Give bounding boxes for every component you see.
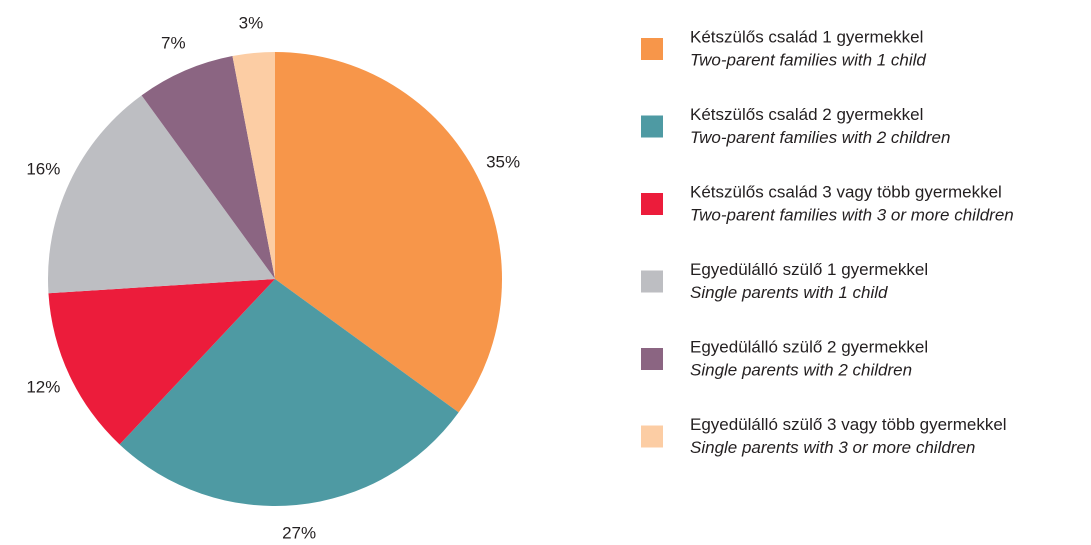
pie-slice — [275, 52, 502, 413]
slice-label: 12% — [26, 377, 60, 396]
legend-swatch — [641, 38, 663, 60]
legend-swatch — [641, 425, 663, 448]
slice-label: 3% — [239, 14, 264, 33]
legend-label-en: Single parents with 3 or more children — [690, 438, 975, 457]
legend-label: Kétszülős család 1 gyermekkel — [690, 27, 923, 46]
legend-label-en: Two-parent families with 2 children — [690, 128, 950, 147]
legend-label: Kétszülős család 3 vagy több gyermekkel — [690, 182, 1002, 201]
legend-label: Egyedülálló szülő 1 gyermekkel — [690, 260, 928, 279]
legend-swatch — [641, 270, 663, 293]
legend-label: Kétszülős család 2 gyermekkel — [690, 105, 923, 124]
pie-slice — [232, 52, 275, 279]
legend-label-en: Two-parent families with 1 child — [690, 50, 926, 69]
legend-label-en: Single parents with 2 children — [690, 360, 912, 379]
pie-slice — [141, 56, 275, 279]
pie-slice — [119, 279, 459, 506]
pie-slice — [48, 279, 275, 445]
slice-label: 27% — [282, 523, 316, 542]
legend-label-en: Single parents with 1 child — [690, 283, 888, 302]
legend-label: Egyedülálló szülő 3 vagy több gyermekkel — [690, 415, 1007, 434]
pie-slice — [48, 95, 275, 294]
slice-label: 35% — [486, 152, 520, 171]
legend-label: Egyedülálló szülő 2 gyermekkel — [690, 337, 928, 356]
legend-swatch — [641, 193, 663, 215]
legend-swatch — [641, 348, 663, 370]
slice-label: 7% — [161, 34, 186, 53]
legend-label-en: Two-parent families with 3 or more child… — [690, 205, 1014, 224]
legend-swatch — [641, 115, 663, 138]
slice-label: 16% — [26, 159, 60, 178]
